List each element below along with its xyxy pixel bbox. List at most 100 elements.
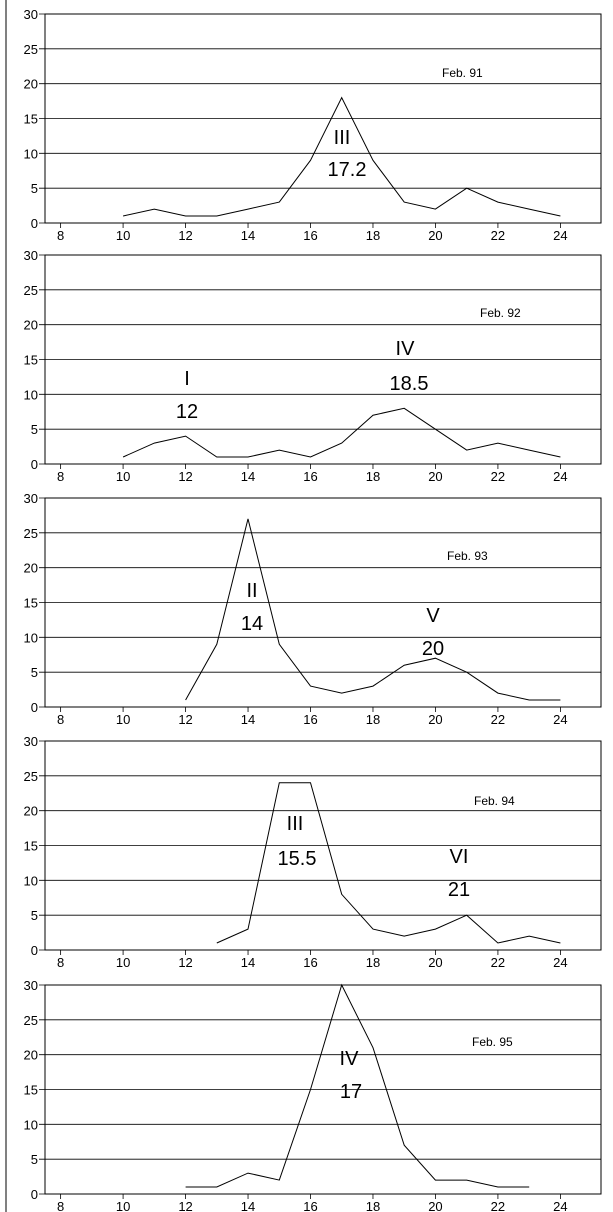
x-tick-label: 12	[178, 712, 192, 727]
y-tick-label: 20	[24, 318, 38, 333]
peak-value: 20	[422, 638, 444, 660]
chart-panel: 0 5 10 15 20 25 30 8 10 12 14 16 18 20 22 24 Feb. 94 III 1…	[24, 734, 602, 970]
x-tick-label: 10	[116, 228, 130, 243]
y-tick-label: 30	[24, 978, 38, 993]
x-tick-label: 10	[116, 1199, 130, 1212]
series-line	[216, 782, 561, 944]
peak-numeral: III	[287, 813, 304, 835]
x-tick-label: 20	[428, 1199, 442, 1212]
x-tick-label: 8	[57, 1199, 64, 1212]
panel-date-label: Feb. 91	[442, 66, 483, 80]
y-tick-label: 25	[24, 42, 38, 57]
y-tick-label: 0	[31, 216, 38, 231]
y-tick-label: 5	[31, 1152, 38, 1167]
panel-date-label: Feb. 92	[480, 306, 521, 320]
x-tick-label: 16	[303, 712, 317, 727]
series-line	[185, 518, 561, 701]
y-tick-label: 15	[24, 596, 38, 611]
y-tick-label: 0	[31, 943, 38, 958]
peak-value: 18.5	[390, 373, 429, 395]
x-tick-label: 22	[491, 955, 505, 970]
x-tick-label: 12	[178, 955, 192, 970]
peak-numeral: VI	[450, 846, 469, 868]
x-tick-label: 22	[491, 228, 505, 243]
x-tick-label: 8	[57, 955, 64, 970]
x-tick-label: 18	[366, 955, 380, 970]
x-tick-label: 18	[366, 228, 380, 243]
peak-value: 12	[176, 401, 198, 423]
y-tick-label: 30	[24, 734, 38, 749]
y-tick-label: 30	[24, 491, 38, 506]
x-tick-label: 22	[491, 469, 505, 484]
y-tick-label: 15	[24, 112, 38, 127]
x-tick-label: 14	[241, 469, 255, 484]
y-tick-label: 20	[24, 561, 38, 576]
x-tick-label: 16	[303, 955, 317, 970]
x-tick-label: 22	[491, 1199, 505, 1212]
y-tick-label: 5	[31, 908, 38, 923]
chart-panel: 0 5 10 15 20 25 30 8 10 12 14 16 18 20 22 24 Feb. 92 I 12 I…	[24, 248, 602, 484]
panel-date-label: Feb. 95	[472, 1035, 513, 1049]
y-tick-label: 5	[31, 422, 38, 437]
x-tick-label: 8	[57, 228, 64, 243]
panel-border	[44, 740, 602, 951]
peak-value: 14	[241, 613, 263, 635]
panel-border	[44, 254, 602, 465]
peak-numeral: V	[426, 605, 440, 627]
y-tick-label: 10	[24, 387, 38, 402]
x-tick-label: 14	[241, 712, 255, 727]
x-tick-label: 12	[178, 228, 192, 243]
x-tick-label: 12	[178, 1199, 192, 1212]
y-tick-label: 15	[24, 839, 38, 854]
x-tick-label: 10	[116, 712, 130, 727]
panel-border	[44, 13, 602, 224]
x-tick-label: 24	[553, 712, 567, 727]
y-tick-label: 10	[24, 146, 38, 161]
x-tick-label: 20	[428, 712, 442, 727]
peak-numeral: I	[184, 368, 190, 390]
peak-value: 17	[340, 1081, 362, 1103]
chart-panel: 0 5 10 15 20 25 30 8 10 12 14 16 18 20 22 24 Feb. 91 III 1…	[24, 7, 602, 243]
y-tick-label: 30	[24, 7, 38, 22]
peak-numeral: IV	[340, 1048, 360, 1070]
y-tick-label: 10	[24, 1117, 38, 1132]
x-tick-label: 24	[553, 1199, 567, 1212]
y-tick-label: 15	[24, 353, 38, 368]
y-tick-label: 0	[31, 457, 38, 472]
x-tick-label: 14	[241, 955, 255, 970]
y-tick-label: 10	[24, 630, 38, 645]
y-tick-label: 10	[24, 873, 38, 888]
x-tick-label: 10	[116, 955, 130, 970]
peak-numeral: II	[246, 580, 257, 602]
x-tick-label: 18	[366, 469, 380, 484]
panel-date-label: Feb. 94	[474, 794, 515, 808]
x-tick-label: 24	[553, 228, 567, 243]
x-tick-label: 22	[491, 712, 505, 727]
x-tick-label: 20	[428, 469, 442, 484]
panel-border	[44, 497, 602, 708]
x-tick-label: 8	[57, 712, 64, 727]
x-tick-label: 8	[57, 469, 64, 484]
peak-numeral: IV	[396, 338, 416, 360]
x-tick-label: 10	[116, 469, 130, 484]
x-tick-label: 20	[428, 955, 442, 970]
x-tick-label: 16	[303, 228, 317, 243]
series-line	[122, 407, 561, 458]
y-tick-label: 25	[24, 1013, 38, 1028]
x-tick-label: 20	[428, 228, 442, 243]
y-tick-label: 25	[24, 769, 38, 784]
peak-numeral: III	[334, 127, 351, 149]
y-tick-label: 5	[31, 665, 38, 680]
chart-panel: 0 5 10 15 20 25 30 8 10 12 14 16 18 20 22 24 Feb. 93 II 14…	[24, 491, 602, 727]
x-tick-label: 12	[178, 469, 192, 484]
y-tick-label: 15	[24, 1083, 38, 1098]
x-tick-label: 24	[553, 955, 567, 970]
series-line	[122, 96, 561, 217]
x-tick-label: 14	[241, 1199, 255, 1212]
y-tick-label: 0	[31, 700, 38, 715]
y-tick-label: 20	[24, 804, 38, 819]
y-tick-label: 25	[24, 283, 38, 298]
peak-value: 17.2	[328, 159, 367, 181]
